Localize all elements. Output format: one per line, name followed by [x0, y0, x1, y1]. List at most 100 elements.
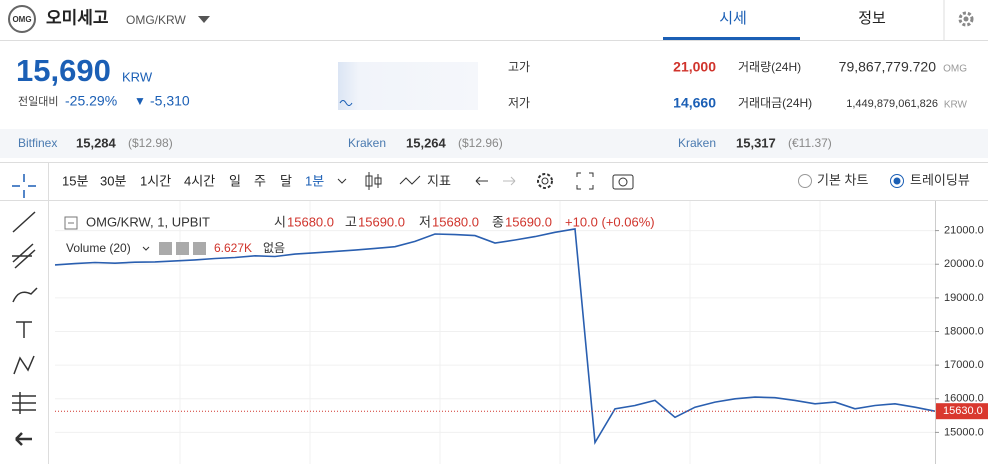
pattern-tool[interactable]	[13, 355, 35, 375]
exchange-name: Kraken	[348, 136, 386, 150]
amount-label: 거래대금(24H)	[738, 96, 812, 110]
y-tick-label: 15000.0	[944, 426, 984, 438]
mode-option[interactable]: 트레이딩뷰	[910, 172, 970, 187]
trendline-tool[interactable]	[12, 211, 36, 233]
interval-button[interactable]: 1시간	[140, 173, 171, 188]
interval-button[interactable]: 일	[229, 173, 241, 188]
remove-icon[interactable]	[193, 242, 206, 255]
interval-button[interactable]: 15분	[62, 173, 88, 188]
y-tick-label: 21000.0	[944, 225, 984, 237]
fib-tool[interactable]	[12, 243, 36, 269]
logo	[8, 5, 36, 33]
volume-value: 6.627K	[214, 241, 252, 255]
exchange-name: Kraken	[678, 136, 716, 150]
exchange-row	[0, 129, 988, 158]
dropdown-arrow[interactable]	[198, 16, 210, 23]
exchange-quote: (€11.37)	[788, 136, 832, 150]
legend-value: 15680.0	[287, 214, 334, 229]
plot: 15630.0	[54, 227, 988, 446]
interval-dropdown[interactable]	[337, 178, 347, 184]
screenshot-icon[interactable]	[612, 174, 634, 190]
settings-icon[interactable]	[958, 11, 974, 27]
change-arrow: ▼	[134, 94, 146, 108]
tab-underline	[663, 37, 800, 40]
price-line	[54, 227, 936, 446]
interval-button[interactable]: 1분	[305, 173, 324, 188]
current-price: 15,690	[16, 53, 111, 88]
low-value: 14,660	[673, 95, 716, 111]
y-tick-label: 20000.0	[944, 258, 984, 270]
y-tick-label: 18000.0	[944, 325, 984, 337]
mini-chart	[338, 62, 478, 110]
price-unit: KRW	[122, 69, 153, 84]
exchange-quote: ($12.96)	[458, 136, 503, 150]
volume-value: 79,867,779.720	[839, 59, 937, 75]
pair: OMG/KRW	[126, 13, 186, 27]
back-tool[interactable]	[15, 432, 32, 446]
mode-option[interactable]: 기본 차트	[817, 172, 868, 187]
collapse-icon[interactable]	[64, 216, 78, 230]
undo-icon[interactable]	[475, 176, 488, 186]
indicator-icon[interactable]	[399, 175, 421, 185]
change-pct: -25.29%	[65, 93, 117, 109]
legend-value: 15690.0	[505, 214, 552, 229]
interval-button[interactable]: 4시간	[184, 173, 215, 188]
low-label: 저가	[508, 96, 530, 110]
y-tick-label: 16000.0	[944, 393, 984, 405]
grid: 15000.0 16000.0 17000.0 18000.0 19000.0 20000…	[55, 201, 984, 464]
legend-key: 고	[345, 214, 357, 229]
volume-dropdown[interactable]	[142, 246, 150, 251]
radio[interactable]	[798, 174, 812, 188]
interval-button[interactable]: 30분	[100, 173, 126, 188]
y-tick-label: 17000.0	[944, 359, 984, 371]
visibility-icon[interactable]	[159, 242, 172, 255]
indicator-button[interactable]: 지표	[427, 173, 451, 188]
volume-unit: OMG	[943, 64, 967, 75]
exchange-price: 15,264	[406, 135, 447, 150]
exchange-name: Bitfinex	[18, 136, 57, 150]
change-label: 전일대비	[18, 94, 58, 108]
chart-title: OMG/KRW, 1, UPBIT	[86, 214, 210, 229]
radio-dot	[893, 177, 901, 185]
settings-icon[interactable]	[176, 242, 189, 255]
exchange-price: 15,284	[76, 135, 117, 150]
legend-key: 시	[274, 214, 286, 229]
high-label: 고가	[508, 60, 530, 74]
mini-chart-line	[339, 100, 353, 106]
settings-button[interactable]	[537, 173, 553, 189]
legend-value: 15690.0	[358, 214, 405, 229]
interval-button[interactable]: 주	[254, 173, 266, 188]
high-value: 21,000	[673, 59, 716, 75]
volume-label: 거래량(24H)	[738, 60, 801, 74]
exchange-price: 15,317	[736, 135, 776, 150]
change-amount: -5,310	[150, 93, 190, 109]
interval-button[interactable]: 달	[280, 173, 292, 188]
legend-change: +10.0 (+0.06%)	[565, 214, 655, 229]
intervals: 15분 30분 1시간 4시간 일 주 달 1분	[62, 173, 324, 188]
fullscreen-icon[interactable]	[576, 172, 594, 190]
measure-tool[interactable]	[12, 392, 36, 414]
redo-icon[interactable]	[503, 176, 516, 186]
coin-name: 오미세고	[46, 8, 109, 27]
legend-key: 저	[419, 214, 431, 229]
legend-value: 15680.0	[432, 214, 479, 229]
tab[interactable]: 시세	[719, 10, 747, 27]
y-tick-label: 19000.0	[944, 292, 984, 304]
brush-tool[interactable]	[12, 287, 38, 303]
exchanges: Bitfinex 15,284 ($12.98) Kraken 15,264 ($12.9…	[18, 135, 832, 150]
volume-title: Volume (20)	[66, 241, 131, 255]
legend-key: 종	[492, 214, 504, 229]
tab[interactable]: 정보	[858, 10, 886, 27]
text-tool[interactable]	[16, 321, 32, 338]
last-price-tag	[936, 403, 988, 420]
legend: 시 15680.0 고 15690.0 저 15680.0 종 15690.0	[274, 214, 552, 229]
exchange-quote: ($12.98)	[128, 136, 173, 150]
drawing-tools	[12, 174, 38, 446]
logo-text: OMG	[12, 15, 31, 24]
amount-unit: KRW	[944, 100, 968, 111]
amount-value: 1,449,879,061,826	[846, 98, 938, 110]
crosshair-tool[interactable]	[12, 174, 36, 198]
volume-extra: 없음	[263, 241, 285, 255]
candle-icon[interactable]	[365, 172, 382, 190]
